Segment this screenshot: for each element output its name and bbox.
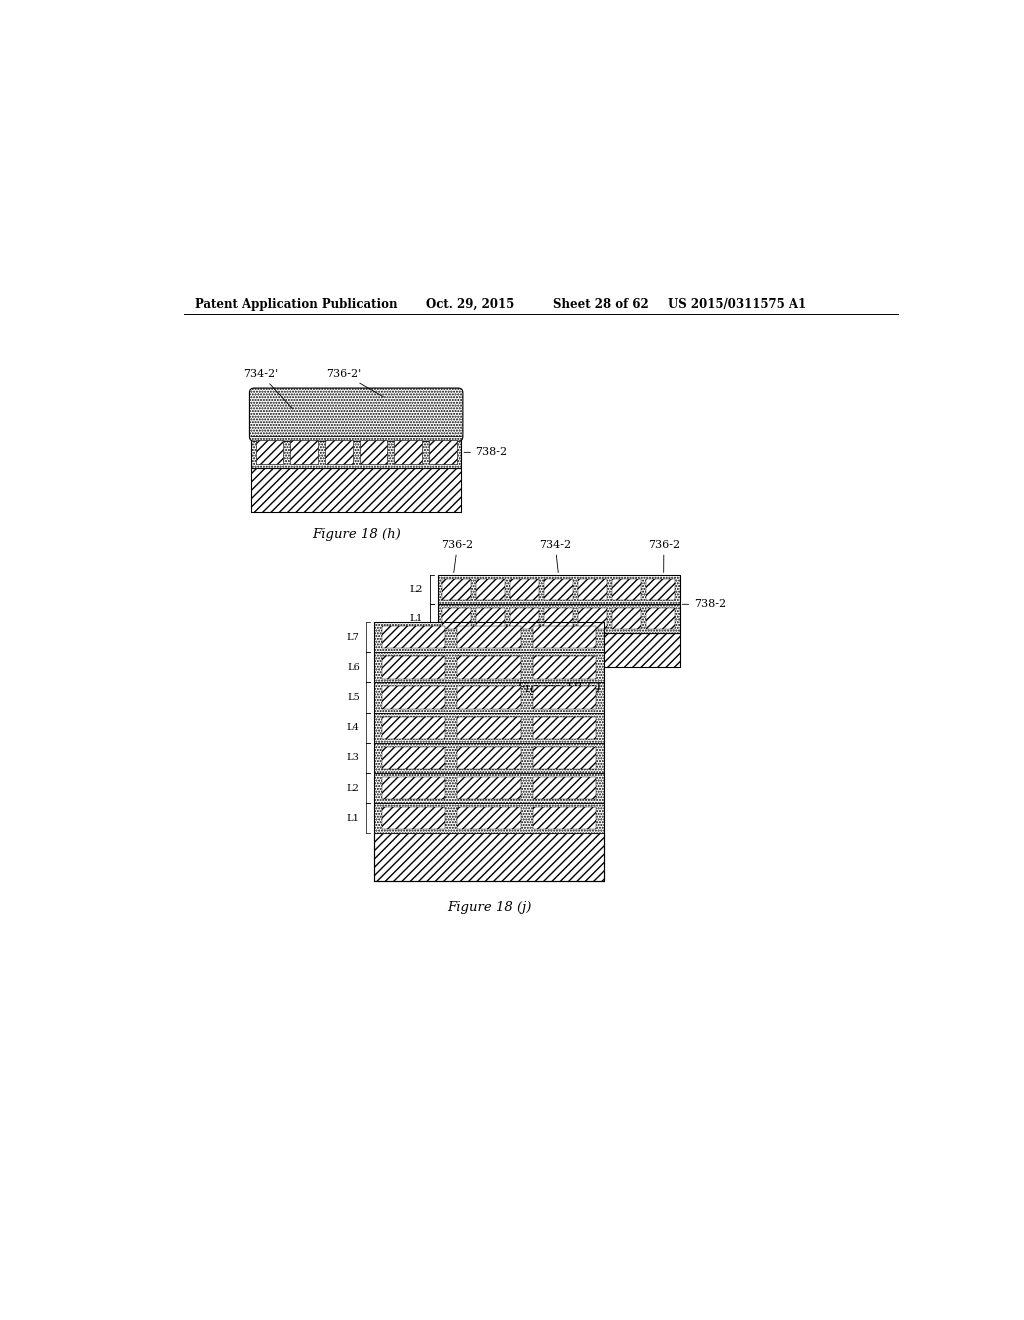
- Bar: [382, 686, 445, 709]
- Bar: [382, 777, 445, 799]
- Bar: [532, 807, 596, 829]
- Text: L2: L2: [347, 784, 359, 792]
- Text: Oct. 29, 2015: Oct. 29, 2015: [426, 298, 514, 312]
- Text: Figure 18 (h): Figure 18 (h): [311, 528, 400, 541]
- Bar: [382, 656, 445, 678]
- Text: 734-2: 734-2: [540, 540, 571, 573]
- Bar: [476, 579, 505, 599]
- Bar: [374, 833, 604, 880]
- Bar: [476, 609, 505, 630]
- Bar: [251, 469, 461, 512]
- Bar: [458, 656, 521, 678]
- Bar: [382, 626, 445, 648]
- Bar: [359, 441, 387, 465]
- Bar: [458, 626, 521, 648]
- Bar: [510, 579, 539, 599]
- Bar: [458, 686, 521, 709]
- Bar: [442, 579, 471, 599]
- Bar: [437, 576, 680, 605]
- Bar: [612, 579, 641, 599]
- Bar: [545, 579, 572, 599]
- Bar: [374, 713, 604, 743]
- Bar: [374, 622, 604, 880]
- Text: L1: L1: [410, 614, 423, 623]
- Bar: [437, 605, 680, 634]
- Bar: [291, 441, 317, 465]
- Bar: [545, 609, 572, 630]
- Bar: [579, 579, 607, 599]
- Text: L7: L7: [347, 632, 359, 642]
- Bar: [374, 803, 604, 833]
- Bar: [382, 807, 445, 829]
- Bar: [374, 652, 604, 682]
- Text: Sheet 28 of 62: Sheet 28 of 62: [553, 298, 648, 312]
- Bar: [458, 747, 521, 770]
- Bar: [532, 686, 596, 709]
- FancyBboxPatch shape: [250, 388, 463, 441]
- Bar: [374, 682, 604, 713]
- Bar: [532, 777, 596, 799]
- Bar: [612, 609, 641, 630]
- Text: Figure 18 (i): Figure 18 (i): [516, 682, 601, 696]
- Text: 734-2': 734-2': [243, 368, 293, 409]
- Text: L2: L2: [410, 585, 423, 594]
- Text: 738-2: 738-2: [475, 447, 508, 457]
- Bar: [458, 717, 521, 739]
- Bar: [458, 807, 521, 829]
- Bar: [374, 774, 604, 803]
- Bar: [458, 777, 521, 799]
- Text: L3: L3: [347, 754, 359, 763]
- Text: 736-2': 736-2': [327, 368, 384, 397]
- Text: 736-2: 736-2: [648, 540, 680, 573]
- Bar: [510, 609, 539, 630]
- Bar: [437, 634, 680, 667]
- Bar: [256, 441, 284, 465]
- Bar: [429, 441, 457, 465]
- Bar: [579, 609, 607, 630]
- Bar: [382, 747, 445, 770]
- Bar: [382, 717, 445, 739]
- Text: US 2015/0311575 A1: US 2015/0311575 A1: [668, 298, 806, 312]
- Bar: [374, 622, 604, 652]
- Bar: [646, 579, 675, 599]
- Text: L5: L5: [347, 693, 359, 702]
- Bar: [442, 609, 471, 630]
- Bar: [532, 626, 596, 648]
- Text: L6: L6: [347, 663, 359, 672]
- Text: 738-2: 738-2: [694, 599, 726, 610]
- Bar: [646, 609, 675, 630]
- Text: Patent Application Publication: Patent Application Publication: [196, 298, 398, 312]
- Text: L1: L1: [347, 813, 359, 822]
- Bar: [394, 441, 422, 465]
- Bar: [532, 717, 596, 739]
- Text: L4: L4: [347, 723, 359, 733]
- Bar: [374, 743, 604, 774]
- Bar: [325, 441, 352, 465]
- Bar: [532, 747, 596, 770]
- Text: Figure 18 (j): Figure 18 (j): [446, 900, 531, 913]
- Bar: [251, 437, 461, 469]
- Bar: [532, 656, 596, 678]
- Text: 736-2: 736-2: [441, 540, 473, 573]
